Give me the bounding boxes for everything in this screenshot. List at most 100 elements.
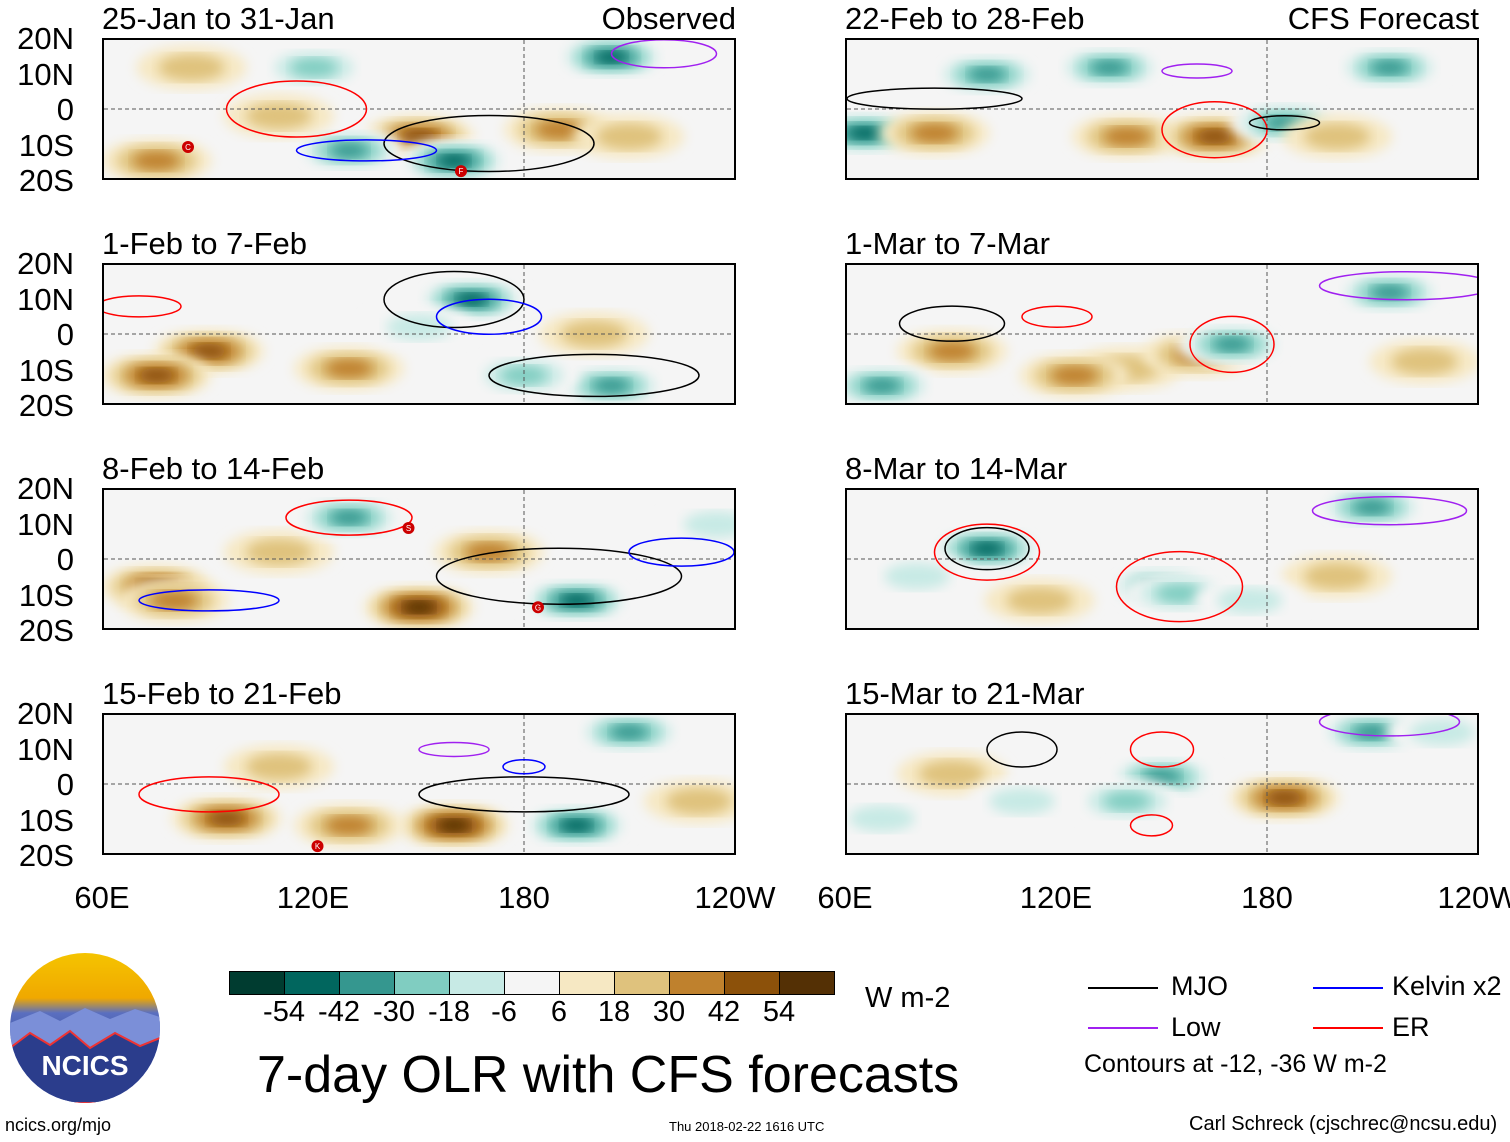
olr-anomaly-region <box>968 67 1006 82</box>
panel-title: 1-Feb to 7-Feb <box>102 226 308 261</box>
forecast-label: CFS Forecast <box>1287 1 1479 36</box>
olr-anomaly-region <box>208 811 245 826</box>
figure-title: 7-day OLR with CFS forecasts <box>257 1046 960 1104</box>
colorbar-bin <box>780 972 834 994</box>
legend-label: Kelvin x2 <box>1392 971 1502 1001</box>
lat-label: 10S <box>18 577 74 613</box>
lat-label: 10N <box>17 281 74 317</box>
er-contour <box>1189 315 1275 374</box>
credit: Carl Schreck (cjschrec@ncsu.edu) <box>1189 1113 1498 1135</box>
olr-anomaly-region <box>666 788 732 815</box>
olr-anomaly-region <box>1304 123 1370 150</box>
olr-anomaly-region <box>593 378 630 394</box>
olr-anomaly-region <box>849 805 915 832</box>
olr-anomaly-region <box>246 538 312 566</box>
low-contour <box>1318 270 1477 301</box>
contour-note: Contours at -12, -36 W m-2 <box>1084 1050 1387 1078</box>
olr-anomaly-region <box>465 542 513 562</box>
olr-anomaly-region <box>439 819 469 832</box>
lon-label: 120E <box>1019 880 1093 915</box>
olr-anomaly-region <box>150 590 198 610</box>
lat-label: 20S <box>18 838 74 873</box>
olr-anomaly-region <box>1196 129 1233 144</box>
colorbar-bin <box>450 972 505 994</box>
panel-title: 8-Feb to 14-Feb <box>102 451 325 486</box>
low-contour <box>1318 715 1461 737</box>
olr-anomaly-region <box>596 51 627 64</box>
er-contour <box>138 776 280 813</box>
olr-anomaly-region <box>132 151 181 171</box>
lon-label: 180 <box>1241 880 1293 915</box>
panel-title: 22-Feb to 28-Feb <box>845 1 1085 36</box>
mjo-contour <box>383 270 525 329</box>
legend-label: MJO <box>1171 971 1228 1001</box>
er-contour <box>1021 305 1093 328</box>
lat-label: 20N <box>17 246 74 281</box>
olr-anomaly-region <box>561 819 592 832</box>
olr-anomaly-region <box>683 511 734 538</box>
panel-title: 25-Jan to 31-Jan <box>102 1 335 36</box>
er-contour <box>1129 814 1174 837</box>
colorbar-bin <box>285 972 340 994</box>
olr-anomaly-region <box>290 58 338 78</box>
colorbar-tick: -6 <box>491 996 517 1028</box>
lon-label: 120E <box>276 880 350 915</box>
olr-anomaly-region <box>1391 348 1458 375</box>
mjo-contour <box>1248 115 1321 131</box>
er-contour <box>285 499 413 536</box>
olr-anomaly-region <box>928 341 976 361</box>
olr-anomaly-region <box>404 601 434 614</box>
olr-map-panel <box>845 713 1479 855</box>
lat-label: 0 <box>56 542 74 577</box>
olr-anomaly-region <box>330 143 368 158</box>
lat-label: 10N <box>17 56 74 92</box>
colorbar-tick: 54 <box>762 996 796 1028</box>
olr-anomaly-region <box>246 753 312 780</box>
olr-anomaly-region <box>1371 60 1408 75</box>
svg-text:F: F <box>459 167 464 176</box>
olr-anomaly-region <box>1216 587 1283 614</box>
olr-anomaly-region <box>1371 285 1408 300</box>
lon-label: 180 <box>498 880 550 915</box>
kelvin-contour <box>138 589 280 612</box>
mjo-contour <box>418 776 630 813</box>
olr-anomaly-region <box>596 123 662 150</box>
site-url[interactable]: ncics.org/mjo <box>5 1115 112 1135</box>
olr-anomaly-region <box>849 127 880 140</box>
olr-anomaly-region <box>1409 719 1475 746</box>
mjo-contour <box>898 305 1006 342</box>
legend-label: Low <box>1171 1012 1221 1042</box>
colorbar-tick: -18 <box>428 996 470 1028</box>
colorbar-bin <box>230 972 285 994</box>
legend-label: ER <box>1392 1012 1430 1042</box>
low-contour <box>1161 63 1233 79</box>
olr-anomaly-region <box>1143 769 1181 785</box>
lat-label: 0 <box>56 767 74 802</box>
lat-label: 10S <box>18 127 74 163</box>
olr-anomaly-region <box>1050 365 1099 385</box>
panel-title: 8-Mar to 14-Mar <box>845 451 1068 486</box>
olr-anomaly-region <box>1353 499 1391 515</box>
olr-map-panel <box>845 263 1479 405</box>
lat-label: 20S <box>18 613 74 648</box>
legend-swatch-low <box>1088 1027 1158 1029</box>
er-contour <box>104 295 182 318</box>
tropical-cyclone-marker: F <box>455 165 467 178</box>
observed-label: Observed <box>601 1 736 36</box>
olr-anomaly-region <box>1103 127 1151 147</box>
panel-title: 1-Mar to 7-Mar <box>845 226 1050 261</box>
olr-anomaly-region <box>325 815 373 835</box>
olr-anomaly-region <box>535 120 583 140</box>
tropical-cyclone-marker: S <box>402 521 415 534</box>
lat-label: 10N <box>17 731 74 767</box>
svg-text:C: C <box>185 143 191 152</box>
olr-map-panel: K <box>102 713 736 855</box>
colorbar <box>229 971 835 995</box>
ncics-logo: NCICS <box>10 953 160 1103</box>
olr-anomaly-region <box>884 563 950 590</box>
olr-anomaly-region <box>919 760 985 787</box>
olr-anomaly-region <box>400 129 438 144</box>
olr-anomaly-region <box>863 378 901 394</box>
mjo-contour <box>488 353 700 398</box>
colorbar-bin <box>340 972 395 994</box>
